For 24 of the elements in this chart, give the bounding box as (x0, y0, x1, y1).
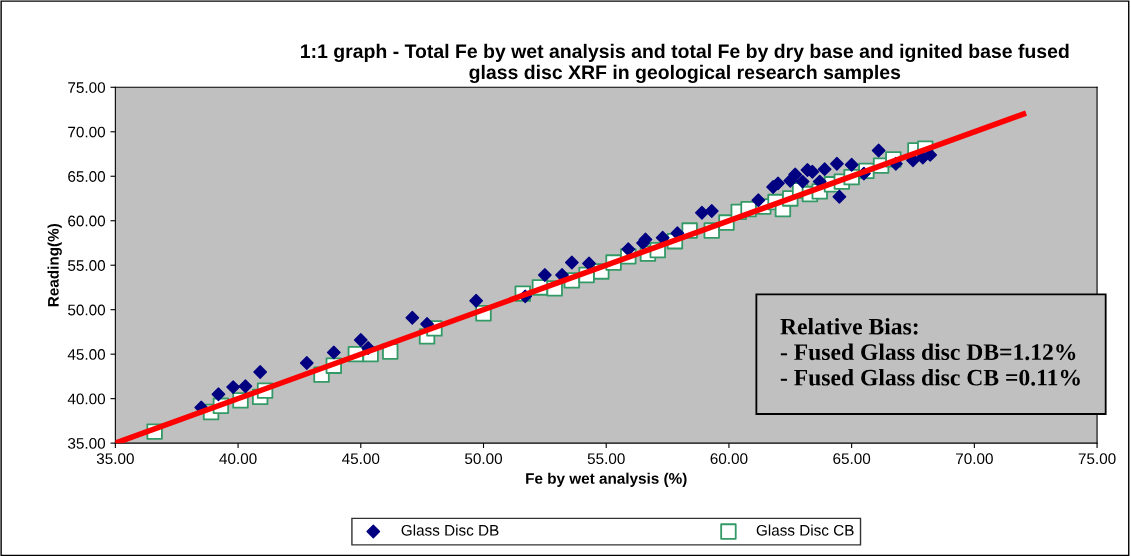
y-tick-label: 55.00 (68, 260, 106, 271)
y-tick-label: 75.00 (68, 82, 106, 93)
x-tick-label: 45.00 (342, 453, 380, 465)
legend-label: Glass Disc DB (401, 524, 499, 536)
x-tick-label: 55.00 (587, 453, 625, 465)
y-tick-label: 60.00 (68, 215, 106, 227)
y-tick-label: 40.00 (67, 393, 106, 405)
x-tick-label: 65.00 (833, 453, 871, 465)
chart-title: 1:1 graph - Total Fe by wet analysis and total Fe by dry base and ignited base fused glass disc XRF in geological research samples (300, 43, 1069, 84)
y-tick-label: 45.00 (67, 349, 106, 360)
x-tick-label: 50.00 (465, 453, 503, 465)
x-tick-label: 60.00 (710, 453, 748, 465)
legend-label: Glass Disc CB (756, 524, 854, 536)
x-tick-label: 75.00 (1078, 453, 1116, 465)
x-tick-label: 35.00 (96, 453, 134, 465)
y-tick-label: 35.00 (67, 438, 106, 449)
y-tick-label: 50.00 (68, 304, 106, 316)
annotation: Relative Bias: - Fused Glass disc DB=1.12% - Fused Glass disc CB =0.11% (780, 317, 1080, 386)
y-tick-label: 65.00 (68, 171, 106, 182)
x-axis-title: Fe by wet analysis (%) (526, 472, 687, 487)
y-tick-label: 70.00 (68, 126, 106, 138)
x-tick-label: 70.00 (956, 453, 993, 465)
y-axis-title: Reading(%) (47, 223, 62, 307)
x-tick-label: 40.00 (219, 453, 257, 465)
